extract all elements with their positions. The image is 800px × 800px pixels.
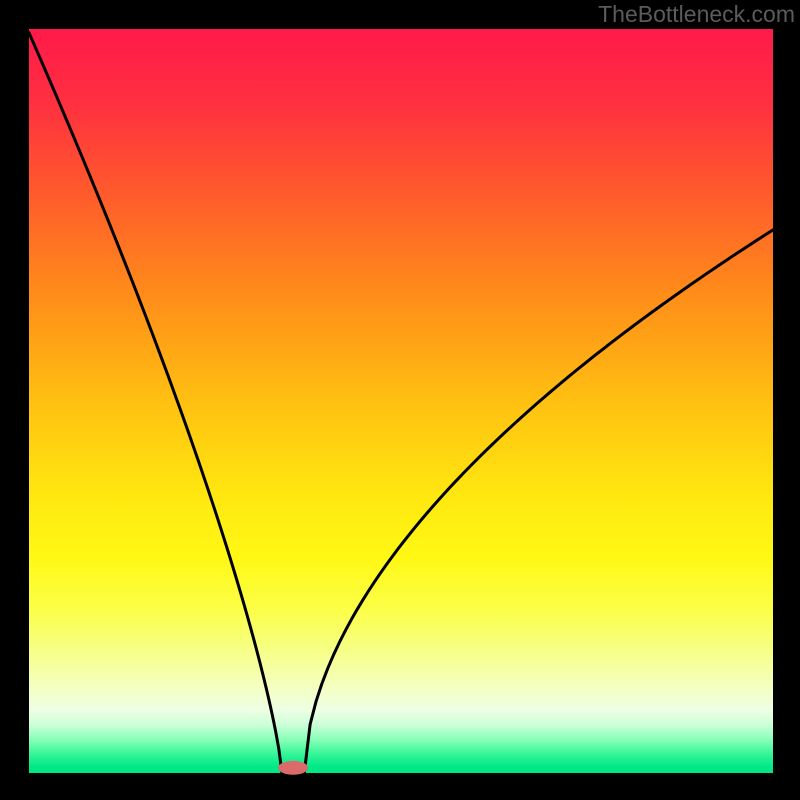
plot-area xyxy=(29,29,773,773)
bottleneck-marker xyxy=(278,761,308,775)
watermark-text: TheBottleneck.com xyxy=(598,1,795,27)
